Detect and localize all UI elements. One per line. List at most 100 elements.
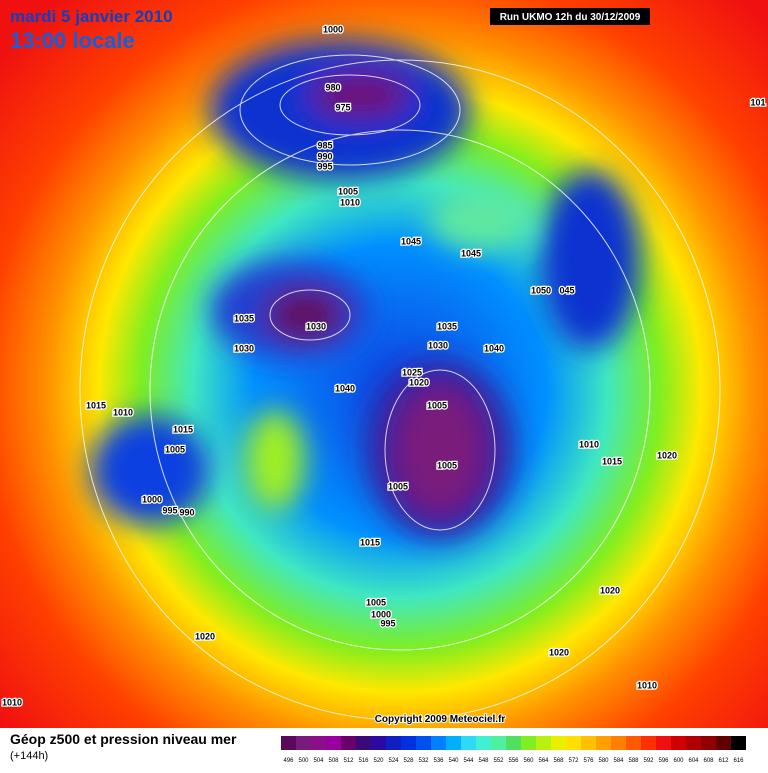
isobar-label: 990 <box>179 507 194 517</box>
isobar-label: 1010 <box>579 439 599 449</box>
scale-swatch <box>641 736 656 750</box>
isobar-label: 045 <box>559 285 574 295</box>
footer-title: Géop z500 et pression niveau mer <box>10 731 237 747</box>
scale-swatch <box>491 736 506 750</box>
scale-swatch <box>506 736 521 750</box>
scale-swatch <box>686 736 701 750</box>
scale-label: 608 <box>703 758 714 764</box>
scale-label: 504 <box>313 758 324 764</box>
isobar-label: 1040 <box>484 343 504 353</box>
isobar-label: 995 <box>380 618 395 628</box>
isobar-label: 980 <box>325 82 340 92</box>
scale-swatch <box>341 736 356 750</box>
scale-swatch <box>311 736 326 750</box>
isobar-label: 1010 <box>340 197 360 207</box>
scale-swatch <box>446 736 461 750</box>
isobar-label: 1030 <box>306 321 326 331</box>
time-title: 13:00 locale <box>10 28 135 53</box>
scale-label: 544 <box>463 758 474 764</box>
date-title: mardi 5 janvier 2010 <box>10 7 173 26</box>
isobars <box>79 54 721 721</box>
scale-swatch <box>671 736 686 750</box>
scale-swatch <box>551 736 566 750</box>
isobar-label: 1005 <box>338 186 358 196</box>
isobar-label: 1020 <box>549 647 569 657</box>
scale-label: 580 <box>598 758 609 764</box>
scale-label: 508 <box>328 758 339 764</box>
scale-swatch <box>716 736 731 750</box>
scale-label: 496 <box>283 758 294 764</box>
isobar-label: 1000 <box>323 24 343 34</box>
scale-label: 520 <box>373 758 384 764</box>
scale-label: 584 <box>613 758 624 764</box>
isobar-label: 1020 <box>195 631 215 641</box>
field-blobs <box>90 40 640 540</box>
scale-swatch <box>656 736 671 750</box>
scale-swatch <box>386 736 401 750</box>
scale-label: 552 <box>493 758 504 764</box>
isobar-label: 1025 <box>402 367 422 377</box>
isobar-label: 1035 <box>437 321 457 331</box>
scale-swatch <box>326 736 341 750</box>
scale-label: 560 <box>523 758 534 764</box>
scale-label: 592 <box>643 758 654 764</box>
scale-swatch <box>461 736 476 750</box>
isobar-label: 101 <box>750 97 765 107</box>
isobar-label: 1020 <box>409 377 429 387</box>
scale-label: 548 <box>478 758 489 764</box>
scale-swatch <box>596 736 611 750</box>
scale-label: 532 <box>418 758 429 764</box>
scale-swatch <box>626 736 641 750</box>
scale-label: 556 <box>508 758 519 764</box>
scale-swatch <box>281 736 296 750</box>
scale-label: 512 <box>343 758 354 764</box>
isobar-label: 1015 <box>602 456 622 466</box>
isobar-label: 1020 <box>657 450 677 460</box>
isobar-label: 1015 <box>173 424 193 434</box>
scale-label: 540 <box>448 758 459 764</box>
isobar-label: 995 <box>162 505 177 515</box>
scale-label: 568 <box>553 758 564 764</box>
scale-label: 528 <box>403 758 414 764</box>
isobar-label: 1035 <box>234 313 254 323</box>
isobar-label: 1005 <box>388 481 408 491</box>
scale-swatch <box>296 736 311 750</box>
scale-label: 604 <box>688 758 699 764</box>
scale-label: 596 <box>658 758 669 764</box>
isobar-label: 1050 <box>531 285 551 295</box>
isobar-label: 1005 <box>165 444 185 454</box>
isobar-label: 1030 <box>428 340 448 350</box>
isobar-label: 1045 <box>461 248 481 258</box>
scale-label: 588 <box>628 758 639 764</box>
isobar-label: 1015 <box>86 400 106 410</box>
scale-swatch <box>566 736 581 750</box>
scale-label: 612 <box>718 758 729 764</box>
scale-swatch <box>521 736 536 750</box>
scale-swatch <box>536 736 551 750</box>
scale-swatch <box>416 736 431 750</box>
isobar-label: 1010 <box>637 680 657 690</box>
scale-label: 524 <box>388 758 399 764</box>
scale-swatch <box>731 736 746 750</box>
isobar-label: 1005 <box>437 460 457 470</box>
scale-label: 616 <box>733 758 744 764</box>
scale-swatch <box>476 736 491 750</box>
scale-label: 500 <box>298 758 309 764</box>
isobar-label: 1010 <box>113 407 133 417</box>
isobar-label: 1005 <box>366 597 386 607</box>
isobar-label: 1010 <box>2 697 22 707</box>
isobar-label: 1000 <box>142 494 162 504</box>
scale-swatch <box>611 736 626 750</box>
run-label: Run UKMO 12h du 30/12/2009 <box>500 12 641 23</box>
scale-label: 600 <box>673 758 684 764</box>
scale-swatch <box>356 736 371 750</box>
scale-label: 576 <box>583 758 594 764</box>
scale-swatch <box>371 736 386 750</box>
scale-label: 536 <box>433 758 444 764</box>
scale-label: 516 <box>358 758 369 764</box>
isobar-label: 975 <box>335 102 350 112</box>
footer-lead: (+144h) <box>10 750 48 762</box>
isobar-label: 1040 <box>335 383 355 393</box>
isobar-label: 1000 <box>371 609 391 619</box>
